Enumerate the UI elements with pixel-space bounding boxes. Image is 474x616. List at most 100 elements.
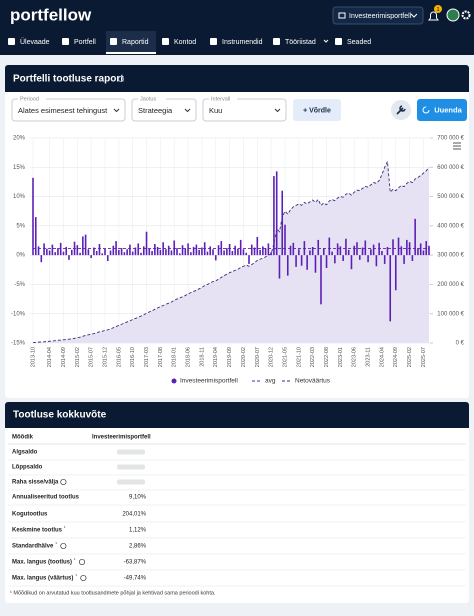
bell[interactable]	[428, 11, 439, 21]
menu-item[interactable]: Kontod	[174, 39, 196, 46]
x-tick-label: 2014-09	[61, 347, 67, 367]
bar	[397, 237, 400, 256]
bar	[239, 239, 242, 256]
bar	[295, 255, 297, 267]
bar	[361, 247, 364, 256]
menu-item[interactable]: Seaded	[347, 39, 371, 46]
info-icon[interactable]	[60, 542, 67, 550]
bar	[190, 252, 192, 256]
compare-button[interactable]	[293, 99, 341, 121]
filter-value: Alates esimesest tehingust	[18, 106, 108, 115]
bar	[104, 248, 106, 256]
bar	[414, 218, 416, 256]
bar	[372, 244, 375, 256]
bar	[40, 255, 43, 263]
bar	[131, 251, 134, 256]
filters: Periood Alates esimesest tehingust Jaotus S…	[11, 96, 287, 122]
bar	[264, 248, 267, 256]
bar	[425, 241, 428, 256]
bar	[345, 238, 347, 256]
menu-item[interactable]: Raportid	[122, 39, 149, 46]
bar	[234, 245, 236, 256]
bar	[228, 244, 231, 256]
row-sup: ¹	[74, 557, 76, 562]
info-icon[interactable]	[60, 478, 67, 486]
bar	[140, 252, 142, 256]
bar	[275, 171, 278, 256]
net-value-area	[33, 161, 429, 343]
chart-menu[interactable]	[453, 142, 461, 150]
x-tick-label: 2021-05	[282, 347, 288, 367]
bar	[68, 255, 70, 260]
y2-tick-label: 300 000 €	[437, 253, 464, 259]
bar	[317, 239, 320, 256]
bar	[389, 255, 392, 322]
bar	[278, 255, 281, 279]
menu-item[interactable]: Portfell	[74, 39, 96, 46]
portfolio-select[interactable]	[332, 6, 424, 25]
bar	[217, 245, 220, 256]
bar	[101, 253, 104, 256]
bar	[106, 255, 109, 261]
filter-label: Jaotus	[140, 96, 156, 102]
legend-label[interactable]: Netoväärtus	[295, 378, 331, 385]
refresh-button[interactable]	[417, 99, 467, 121]
bar	[62, 251, 65, 256]
eye-icon[interactable]	[118, 76, 124, 82]
logo[interactable]: portfellow	[10, 5, 92, 24]
bar	[178, 253, 181, 256]
row-sup: ¹	[64, 525, 66, 530]
x-tick-label: 2020-02	[241, 347, 247, 367]
bar	[328, 237, 331, 256]
menu-item[interactable]: Ülevaade	[20, 38, 50, 46]
filter-chevron	[113, 108, 120, 113]
net-value-line	[32, 159, 430, 344]
x-tick-label: 2020-07	[255, 347, 261, 367]
x-tick-label: 2019-09	[227, 347, 233, 367]
summary-title: Tootluse kokkuvõte	[13, 410, 107, 421]
x-tick-label: 2013-10	[30, 347, 36, 367]
info-icon[interactable]	[78, 558, 86, 566]
y-tick-label: 20%	[13, 136, 26, 142]
bar	[375, 255, 378, 267]
bar	[184, 248, 187, 256]
bar	[115, 241, 117, 256]
menu-item[interactable]: Tööriistad	[285, 39, 316, 46]
row-label: Raha sisse/välja	[12, 480, 59, 486]
bar	[87, 249, 90, 256]
bar	[118, 249, 120, 256]
info-icon[interactable]	[80, 574, 87, 582]
bar	[242, 249, 245, 256]
chart: -15% -10% -5% 0% 5% 10% 15% 20% 0 € 100 000 € 200 …	[11, 136, 465, 385]
bar	[120, 248, 123, 256]
bar	[167, 245, 170, 256]
menu-item[interactable]: Instrumendid	[222, 39, 263, 46]
bar	[173, 240, 176, 256]
y-tick-label: 15%	[13, 165, 26, 171]
avatar[interactable]	[446, 8, 460, 22]
filter-box[interactable]	[11, 98, 126, 122]
filter-value: Strateegia	[138, 106, 173, 115]
legend-label[interactable]: avg	[265, 378, 276, 385]
bar	[419, 243, 422, 256]
filter-box[interactable]	[202, 98, 287, 122]
bar	[176, 248, 178, 256]
bar	[214, 255, 217, 261]
settings-icon[interactable]	[461, 10, 471, 20]
bar	[336, 243, 339, 256]
legend-label[interactable]: Investeerimisportfell	[180, 378, 238, 385]
bar	[220, 241, 223, 256]
bar	[331, 251, 333, 256]
row-label: Annualiseeritud tootlus	[12, 495, 80, 501]
bar	[378, 242, 380, 256]
blurred-value	[117, 449, 145, 455]
row-value: 2,86%	[129, 544, 147, 550]
bar	[309, 250, 311, 256]
bar	[392, 239, 394, 256]
row-value: -49,74%	[124, 576, 147, 582]
y-tick-label: -5%	[14, 282, 25, 288]
row-sup: ¹	[75, 573, 77, 578]
bar	[156, 246, 159, 256]
bar	[270, 252, 272, 256]
